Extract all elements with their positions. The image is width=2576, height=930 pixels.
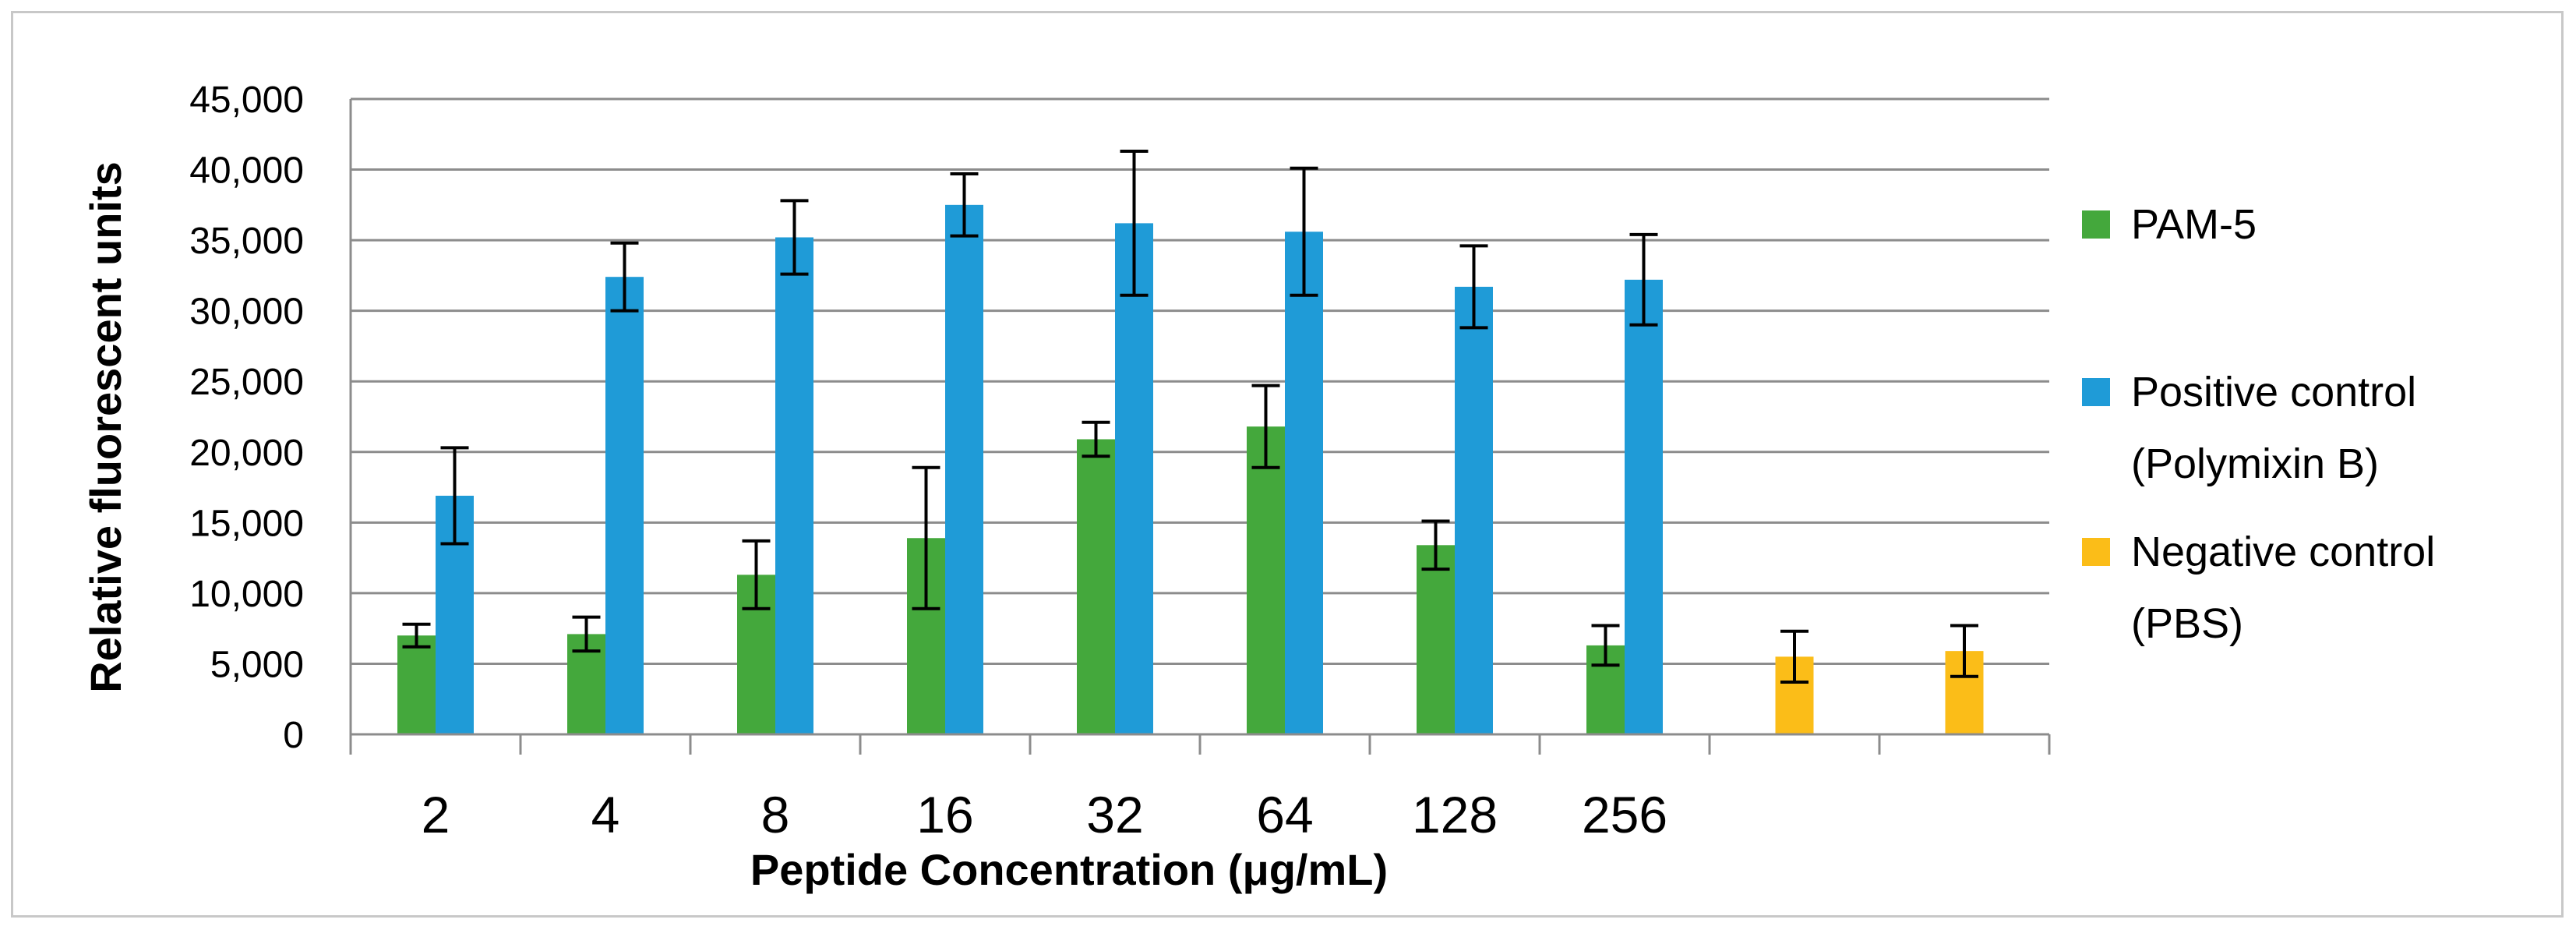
y-tick-label: 45,000	[189, 80, 304, 121]
x-tick-label: 4	[591, 786, 620, 843]
y-tick-label: 30,000	[189, 292, 304, 333]
x-tick-label: 128	[1412, 786, 1498, 843]
x-tick-label: 64	[1256, 786, 1313, 843]
y-tick-label: 20,000	[189, 433, 304, 474]
x-axis-ticks: 2 4 8 16 32 64 128 256	[422, 786, 1667, 843]
x-tick-label: 32	[1086, 786, 1143, 843]
y-tick-label: 35,000	[189, 221, 304, 262]
bar	[1455, 286, 1493, 734]
legend-label: (Polymixin B)	[2131, 440, 2379, 487]
legend-label: Negative control	[2131, 529, 2435, 575]
y-axis-title: Relative fluorescent units	[81, 161, 130, 693]
bar	[775, 237, 813, 734]
bar	[1077, 439, 1115, 734]
y-axis-ticks: 0 5,000 10,000 15,000 20,000 25,000 30,000 35,0…	[189, 80, 304, 756]
x-tick-label: 16	[916, 786, 973, 843]
x-axis-title: Peptide Concentration (μg/mL)	[750, 845, 1388, 894]
legend-swatch	[2082, 210, 2110, 239]
legend-swatch	[2082, 378, 2110, 406]
y-tick-label: 5,000	[210, 644, 304, 685]
legend-label: PAM-5	[2131, 201, 2257, 248]
bar	[1285, 232, 1323, 734]
x-tick-label: 8	[761, 786, 790, 843]
bar	[1247, 426, 1285, 734]
x-tick-label: 256	[1582, 786, 1667, 843]
x-tick-label: 2	[422, 786, 450, 843]
y-tick-label: 25,000	[189, 362, 304, 403]
legend-label: (PBS)	[2131, 600, 2243, 647]
y-tick-label: 40,000	[189, 150, 304, 192]
y-tick-label: 15,000	[189, 503, 304, 544]
bar	[1115, 223, 1153, 734]
axes	[349, 99, 2051, 755]
y-tick-label: 0	[283, 715, 304, 756]
bar	[605, 277, 644, 734]
bar	[945, 204, 983, 734]
bars	[397, 204, 1984, 734]
legend: PAM-5 Positive control (Polymixin B) Negati…	[2082, 201, 2435, 647]
legend-label: Positive control	[2131, 369, 2416, 415]
bar	[1417, 545, 1455, 734]
legend-swatch	[2082, 538, 2110, 566]
bar	[397, 635, 436, 734]
bar	[1625, 279, 1663, 734]
y-tick-label: 10,000	[189, 574, 304, 615]
error-bars	[402, 150, 1978, 684]
